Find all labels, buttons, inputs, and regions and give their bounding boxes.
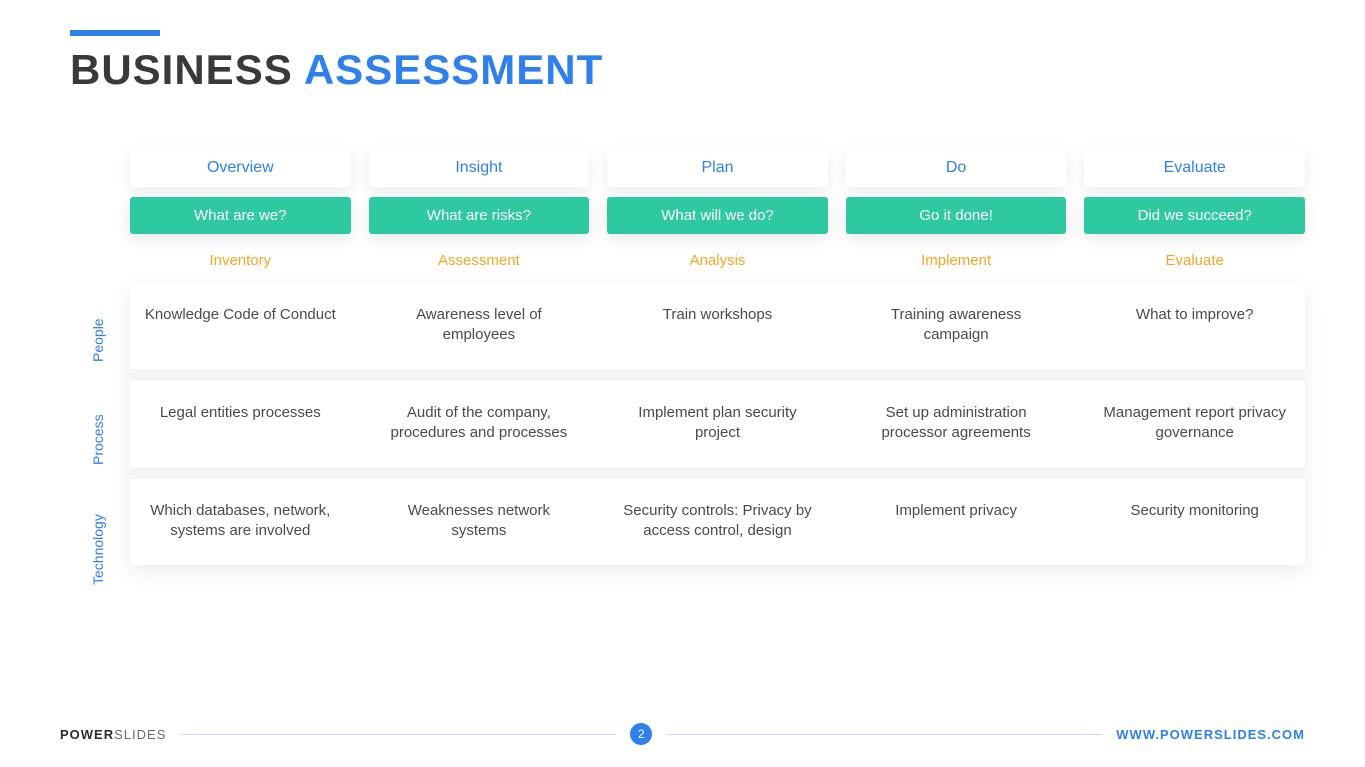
category-row: Inventory Assessment Analysis Implement … bbox=[130, 244, 1305, 273]
cell-process-implement: Set up administration processor agreemen… bbox=[846, 381, 1067, 467]
footer-page-number: 2 bbox=[630, 723, 652, 745]
cell-technology-assessment: Weaknesses network systems bbox=[369, 479, 590, 565]
cell-process-inventory: Legal entities processes bbox=[130, 381, 351, 467]
cell-process-assessment: Audit of the company, procedures and pro… bbox=[369, 381, 590, 467]
cell-process-analysis: Implement plan security project bbox=[607, 381, 828, 467]
footer-url: WWW.POWERSLIDES.COM bbox=[1116, 727, 1305, 742]
question-insight: What are risks? bbox=[369, 197, 590, 234]
category-inventory: Inventory bbox=[130, 244, 351, 273]
assessment-matrix: People Process Technology Overview Insig… bbox=[90, 149, 1305, 605]
row-label-technology: Technology bbox=[90, 495, 130, 605]
row-label-people: People bbox=[90, 295, 130, 385]
cell-technology-analysis: Security controls: Privacy by access con… bbox=[607, 479, 828, 565]
category-assessment: Assessment bbox=[369, 244, 590, 273]
cell-people-evaluate: What to improve? bbox=[1084, 283, 1305, 369]
slide-footer: POWERSLIDES 2 WWW.POWERSLIDES.COM bbox=[60, 723, 1305, 745]
row-process: Legal entities processes Audit of the co… bbox=[130, 369, 1305, 467]
footer-brand-light: SLIDES bbox=[114, 727, 166, 742]
footer-divider-left bbox=[180, 734, 616, 735]
phase-header-insight: Insight bbox=[369, 149, 590, 187]
matrix-grid: Overview Insight Plan Do Evaluate What a… bbox=[130, 149, 1305, 605]
question-do: Go it done! bbox=[846, 197, 1067, 234]
title-word-1: BUSINESS bbox=[70, 46, 293, 93]
cell-process-evaluate: Management report privacy governance bbox=[1084, 381, 1305, 467]
matrix-body: Knowledge Code of Conduct Awareness leve… bbox=[130, 283, 1305, 565]
cell-people-analysis: Train workshops bbox=[607, 283, 828, 369]
footer-brand: POWERSLIDES bbox=[60, 727, 166, 742]
row-technology: Which databases, network, systems are in… bbox=[130, 467, 1305, 565]
question-overview: What are we? bbox=[130, 197, 351, 234]
cell-people-implement: Training awareness campaign bbox=[846, 283, 1067, 369]
phase-header-do: Do bbox=[846, 149, 1067, 187]
cell-technology-implement: Implement privacy bbox=[846, 479, 1067, 565]
footer-brand-bold: POWER bbox=[60, 727, 114, 742]
cell-technology-inventory: Which databases, network, systems are in… bbox=[130, 479, 351, 565]
phase-header-evaluate: Evaluate bbox=[1084, 149, 1305, 187]
question-row: What are we? What are risks? What will w… bbox=[130, 197, 1305, 234]
phase-header-row: Overview Insight Plan Do Evaluate bbox=[130, 149, 1305, 187]
slide-title: BUSINESS ASSESSMENT bbox=[70, 46, 1305, 94]
cell-people-inventory: Knowledge Code of Conduct bbox=[130, 283, 351, 369]
phase-header-plan: Plan bbox=[607, 149, 828, 187]
row-people: Knowledge Code of Conduct Awareness leve… bbox=[130, 283, 1305, 369]
slide: BUSINESS ASSESSMENT People Process Techn… bbox=[0, 0, 1365, 767]
phase-header-overview: Overview bbox=[130, 149, 351, 187]
row-label-process: Process bbox=[90, 385, 130, 495]
cell-technology-evaluate: Security monitoring bbox=[1084, 479, 1305, 565]
row-labels: People Process Technology bbox=[90, 149, 130, 605]
category-analysis: Analysis bbox=[607, 244, 828, 273]
footer-divider-right bbox=[666, 734, 1102, 735]
category-implement: Implement bbox=[846, 244, 1067, 273]
title-word-2: ASSESSMENT bbox=[304, 46, 603, 93]
question-plan: What will we do? bbox=[607, 197, 828, 234]
cell-people-assessment: Awareness level of employees bbox=[369, 283, 590, 369]
question-evaluate: Did we succeed? bbox=[1084, 197, 1305, 234]
category-evaluate: Evaluate bbox=[1084, 244, 1305, 273]
accent-bar bbox=[70, 30, 160, 36]
